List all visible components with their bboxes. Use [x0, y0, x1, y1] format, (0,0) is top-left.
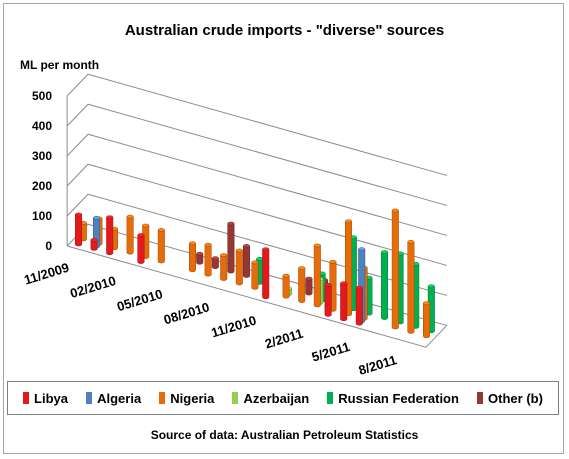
bar-nigeria-04-2010 — [157, 228, 165, 264]
x-tick-label: 2/2011 — [263, 326, 305, 352]
y-tick-label: 100 — [32, 209, 52, 223]
gridline — [66, 103, 447, 206]
bar-other-b--07-2010 — [211, 256, 219, 269]
x-tick-label: 05/2010 — [115, 286, 164, 314]
legend-swatch — [232, 392, 239, 404]
legend-swatch — [86, 392, 93, 404]
bar-nigeria-8-2011 — [407, 240, 415, 334]
y-tick-label: 500 — [32, 89, 52, 103]
bar-nigeria-7-2011 — [391, 208, 399, 330]
chart-legend: Libya Algeria Nigeria Azerbaijan Russian Fed… — [7, 381, 559, 415]
bar-nigeria-09-2010 — [235, 248, 243, 286]
x-tick-label: 11/2009 — [22, 260, 71, 288]
legend-item: Other (b) — [477, 391, 543, 406]
bar-nigeria-07-2010 — [204, 242, 212, 277]
legend-item: Azerbaijan — [232, 391, 309, 406]
bar-libya-03-2010 — [137, 233, 145, 264]
bar-other-b--09-2010 — [243, 244, 251, 278]
bar-nigeria-10-2010 — [251, 260, 259, 290]
legend-swatch — [23, 392, 30, 404]
legend-swatch — [159, 392, 166, 404]
bar-libya-11-2010 — [262, 247, 270, 300]
gridline — [66, 163, 447, 266]
x-tick-label: 02/2010 — [68, 273, 117, 301]
legend-label: Azerbaijan — [243, 390, 310, 406]
bar-libya-11-2009 — [75, 212, 83, 247]
gridline — [66, 193, 447, 296]
bar-libya-4-2011 — [340, 281, 348, 322]
bar-other-b--06-2010 — [196, 251, 204, 265]
gridline — [66, 133, 447, 236]
bar-other-b--08-2010 — [227, 221, 235, 274]
legend-label: Algeria — [97, 390, 142, 406]
bar-other-b--1-2011 — [305, 276, 313, 296]
x-tick-label: 8/2011 — [357, 352, 399, 378]
y-tick-label: 200 — [32, 179, 52, 193]
bar-nigeria-02-2010 — [126, 214, 134, 255]
bar-nigeria-06-2010 — [189, 241, 197, 273]
legend-item: Russian Federation — [327, 391, 459, 406]
legend-item: Nigeria — [159, 391, 214, 406]
bar-nigeria-12-2010 — [282, 273, 290, 299]
source-note: Source of data: Australian Petroleum Sta… — [150, 428, 419, 442]
gridline — [66, 73, 447, 176]
legend-label: Russian Federation — [338, 390, 459, 406]
x-tick-label: 11/2010 — [209, 313, 258, 341]
bar-libya-5-2011 — [355, 285, 363, 326]
bar-libya-3-2011 — [324, 283, 332, 317]
legend-swatch — [477, 392, 484, 404]
legend-label: Nigeria — [170, 390, 215, 406]
x-tick-label: 5/2011 — [310, 339, 352, 365]
x-tick-label: 08/2010 — [162, 299, 211, 327]
bar-nigeria-9-2011 — [423, 301, 431, 339]
bar-libya-12-2009 — [90, 238, 98, 251]
legend-swatch — [327, 392, 334, 404]
bar-libya-01-2010 — [106, 215, 114, 256]
legend-label: Libya — [34, 390, 69, 406]
legend-label: Other (b) — [488, 390, 543, 406]
legend-item: Libya — [23, 391, 68, 406]
bar-nigeria-2-2011 — [313, 243, 321, 308]
bar-nigeria-08-2010 — [220, 253, 228, 281]
floor-edge — [66, 245, 448, 348]
bar-nigeria-1-2011 — [298, 266, 306, 303]
legend-item: Algeria — [86, 391, 141, 406]
bar-russian-federation-6-2011 — [381, 250, 389, 320]
y-tick-label: 400 — [32, 119, 52, 133]
y-axis-label: ML per month — [20, 58, 100, 72]
y-tick-label: 300 — [32, 149, 52, 163]
chart-title: Australian crude imports - "diverse" sou… — [124, 22, 445, 39]
y-tick-label: 0 — [45, 239, 52, 253]
